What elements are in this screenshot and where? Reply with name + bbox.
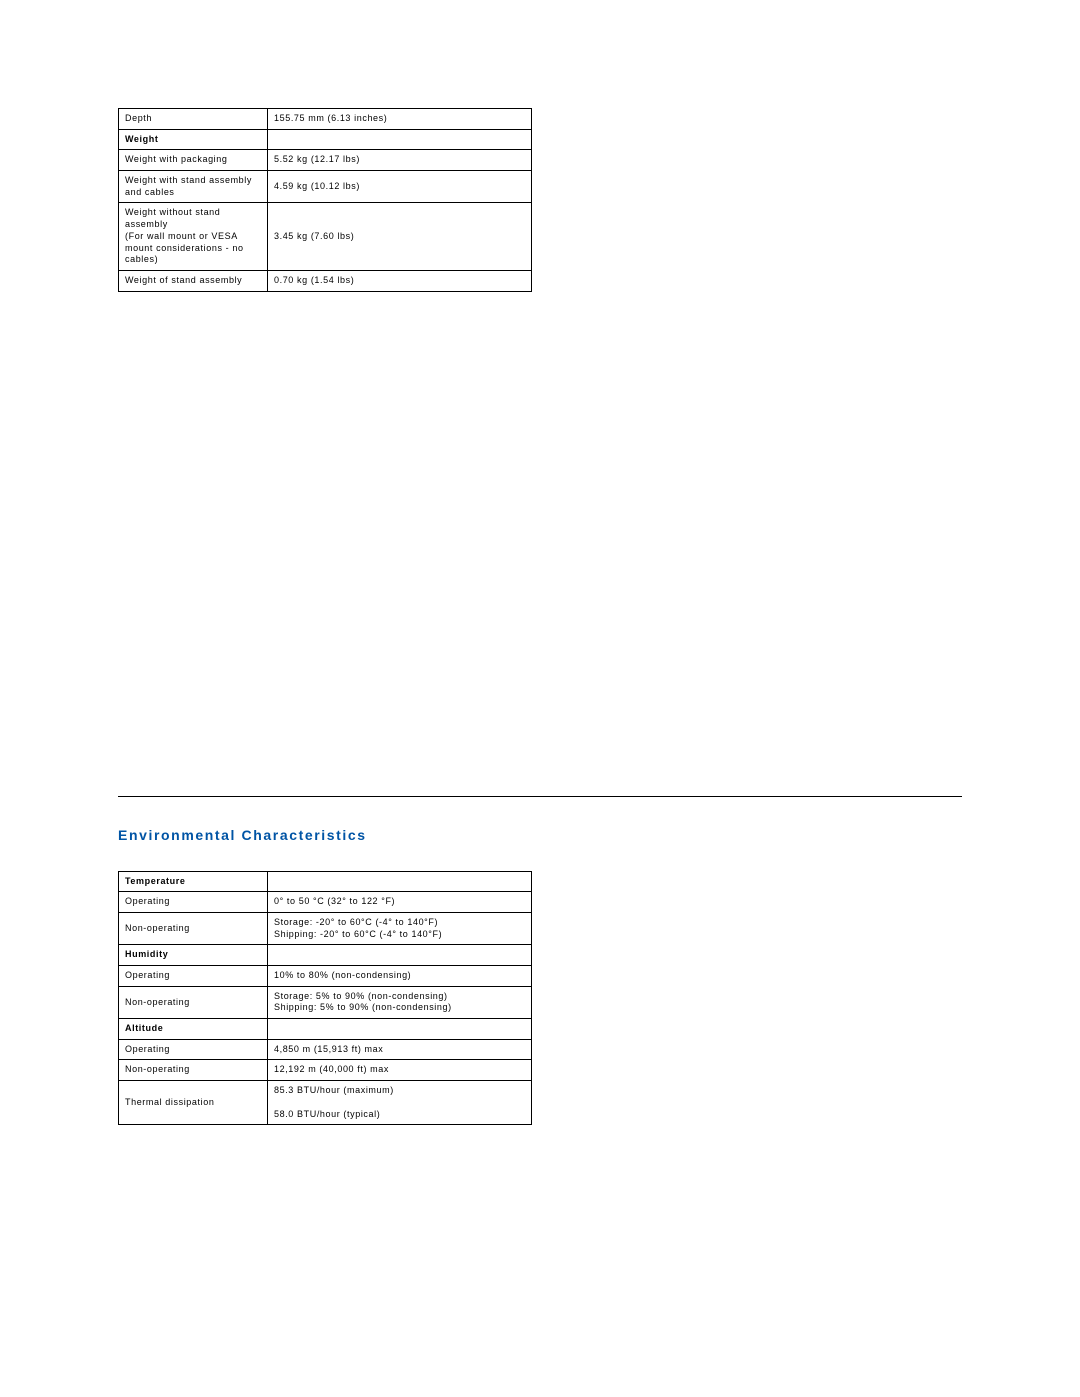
table-row: Weight: [119, 129, 532, 150]
spec-value-cell: 155.75 mm (6.13 inches): [268, 109, 532, 130]
spec-value-cell: [268, 871, 532, 892]
spec-label-cell: Weight: [119, 129, 268, 150]
spec-value-cell: [268, 129, 532, 150]
spacer: [118, 292, 962, 796]
table-row: Operating10% to 80% (non-condensing): [119, 966, 532, 987]
spec-label-cell: Weight with stand assembly and cables: [119, 171, 268, 203]
environmental-specs-table: TemperatureOperating0° to 50 °C (32° to …: [118, 871, 532, 1126]
spec-label-cell: Operating: [119, 892, 268, 913]
spec-value-cell: 85.3 BTU/hour (maximum)58.0 BTU/hour (ty…: [268, 1081, 532, 1125]
spec-value-cell: [268, 945, 532, 966]
table-row: Thermal dissipation85.3 BTU/hour (maximu…: [119, 1081, 532, 1125]
table-row: Weight without stand assembly(For wall m…: [119, 203, 532, 270]
table-row: Operating0° to 50 °C (32° to 122 °F): [119, 892, 532, 913]
table-row: Temperature: [119, 871, 532, 892]
spec-label-cell: Temperature: [119, 871, 268, 892]
table-row: Depth155.75 mm (6.13 inches): [119, 109, 532, 130]
spec-label-cell: Weight of stand assembly: [119, 270, 268, 291]
spec-label-cell: Non-operating: [119, 1060, 268, 1081]
table-row: Non-operatingStorage: -20° to 60°C (-4° …: [119, 912, 532, 944]
table-row: Operating4,850 m (15,913 ft) max: [119, 1039, 532, 1060]
spec-value-cell: 10% to 80% (non-condensing): [268, 966, 532, 987]
spec-label-cell: Altitude: [119, 1019, 268, 1040]
spec-label-cell: Non-operating: [119, 912, 268, 944]
spec-label-cell: Non-operating: [119, 986, 268, 1018]
spec-value-cell: 0° to 50 °C (32° to 122 °F): [268, 892, 532, 913]
spacer: [118, 843, 962, 871]
spec-value-cell: 0.70 kg (1.54 lbs): [268, 270, 532, 291]
spec-label-cell: Weight without stand assembly(For wall m…: [119, 203, 268, 270]
table-row: Altitude: [119, 1019, 532, 1040]
table-row: Non-operating12,192 m (40,000 ft) max: [119, 1060, 532, 1081]
spec-label-cell: Weight with packaging: [119, 150, 268, 171]
spec-label-cell: Operating: [119, 966, 268, 987]
spec-label-cell: Thermal dissipation: [119, 1081, 268, 1125]
spec-value-cell: Storage: -20° to 60°C (-4° to 140°F)Ship…: [268, 912, 532, 944]
table-row: Weight of stand assembly0.70 kg (1.54 lb…: [119, 270, 532, 291]
spec-value-cell: Storage: 5% to 90% (non-condensing)Shipp…: [268, 986, 532, 1018]
table-row: Non-operatingStorage: 5% to 90% (non-con…: [119, 986, 532, 1018]
spec-value-cell: [268, 1019, 532, 1040]
spec-value-cell: 4,850 m (15,913 ft) max: [268, 1039, 532, 1060]
environmental-heading: Environmental Characteristics: [118, 827, 962, 843]
physical-specs-table: Depth155.75 mm (6.13 inches)WeightWeight…: [118, 108, 532, 292]
table-row: Weight with stand assembly and cables4.5…: [119, 171, 532, 203]
table-row: Weight with packaging5.52 kg (12.17 lbs): [119, 150, 532, 171]
spec-label-cell: Operating: [119, 1039, 268, 1060]
spec-value-cell: 12,192 m (40,000 ft) max: [268, 1060, 532, 1081]
spec-label-cell: Humidity: [119, 945, 268, 966]
spec-value-cell: 5.52 kg (12.17 lbs): [268, 150, 532, 171]
spacer: [118, 797, 962, 827]
spec-value-cell: 4.59 kg (10.12 lbs): [268, 171, 532, 203]
spec-value-cell: 3.45 kg (7.60 lbs): [268, 203, 532, 270]
table-row: Humidity: [119, 945, 532, 966]
spec-label-cell: Depth: [119, 109, 268, 130]
document-page: Depth155.75 mm (6.13 inches)WeightWeight…: [0, 0, 1080, 1397]
content-area: Depth155.75 mm (6.13 inches)WeightWeight…: [118, 108, 962, 1125]
